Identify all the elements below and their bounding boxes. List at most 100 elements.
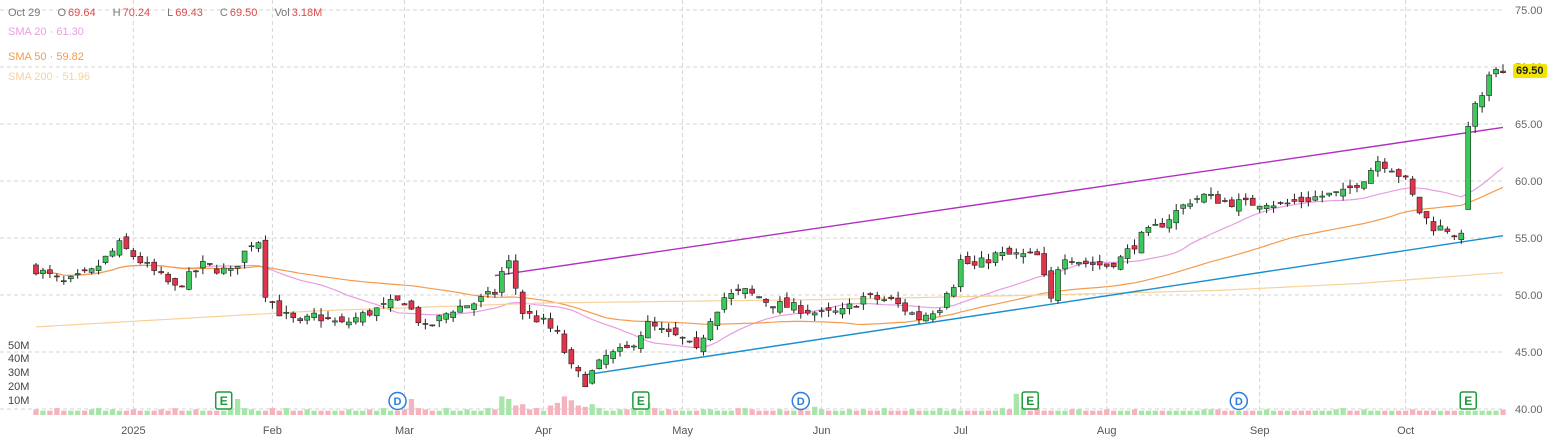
sma-200-legend[interactable]: SMA 200 · 51.96 — [8, 71, 90, 83]
candle-body — [1027, 251, 1034, 254]
candle-body — [137, 256, 144, 264]
volume-bar — [575, 405, 581, 415]
candle-body — [999, 251, 1006, 256]
candle-body — [971, 261, 978, 266]
volume-bar — [1041, 410, 1047, 415]
volume-bar — [805, 410, 811, 415]
candle-body — [116, 240, 123, 256]
volume-bar — [812, 406, 818, 415]
volume-bar — [825, 410, 832, 415]
time-axis: 2025 Feb Mar Apr May Jun Jul Aug Sep Oct — [121, 425, 1414, 437]
candle-body — [471, 303, 477, 310]
volume-bar — [88, 409, 95, 415]
volume-bar — [318, 410, 324, 415]
sma-20-value: 61.30 — [56, 26, 84, 38]
volume-bar — [1451, 410, 1457, 415]
volume-bar — [492, 409, 498, 415]
volume-bar — [1131, 409, 1138, 415]
volume-bar — [102, 410, 109, 415]
candle-body — [589, 370, 596, 384]
volume-bar — [172, 408, 178, 415]
candle-body — [387, 299, 394, 309]
volume-bar — [1396, 410, 1402, 415]
low-value: 69.43 — [175, 7, 203, 19]
volume-bar — [1472, 410, 1478, 415]
volume-bar — [457, 410, 463, 415]
volume-bar — [1194, 410, 1200, 415]
candle-body — [978, 257, 985, 268]
volume-axis-50m: 50M — [8, 340, 30, 352]
volume-bar — [1201, 409, 1207, 415]
candle-body — [213, 268, 220, 274]
volume-bar — [130, 409, 136, 415]
candle-body — [1437, 225, 1444, 231]
volume-bar — [1312, 410, 1318, 415]
volume-bar — [276, 410, 282, 415]
volume-bar — [360, 410, 366, 415]
candle-body — [1382, 161, 1388, 169]
volume-bar — [999, 408, 1006, 415]
volume-bar — [158, 409, 164, 415]
volume-bar — [1493, 410, 1499, 415]
candle-body — [457, 305, 463, 313]
candle-body — [1166, 219, 1173, 229]
volume-bar — [520, 404, 526, 415]
volume-bar — [965, 410, 971, 415]
volume-bar — [944, 410, 950, 415]
candlesticks[interactable] — [33, 64, 1506, 388]
candle-body — [881, 299, 888, 301]
volume-bar — [283, 408, 289, 415]
trendlines[interactable] — [494, 126, 1504, 376]
candle-body — [1256, 205, 1263, 210]
volume-bar — [686, 410, 693, 415]
candle-body — [1131, 245, 1138, 250]
volume-bar — [325, 410, 331, 415]
candle-body — [380, 303, 387, 305]
candle-body — [276, 300, 283, 317]
candle-body — [943, 293, 950, 308]
candle-body — [610, 351, 616, 359]
sma-200-value: 51.96 — [62, 71, 90, 83]
volume-bar — [1117, 410, 1124, 415]
earnings-marker-label: E — [1464, 394, 1472, 408]
candle-body — [1423, 211, 1430, 219]
candle-body — [394, 295, 401, 301]
volume-bar — [958, 410, 964, 415]
candle-body — [923, 314, 929, 322]
candle-body — [74, 273, 81, 275]
volume-bar — [1444, 410, 1451, 415]
trendline-upper — [494, 126, 1504, 277]
volume-bar — [1069, 409, 1075, 415]
candle-body — [1083, 260, 1089, 265]
volume-bar — [617, 409, 623, 415]
candle-body — [1347, 185, 1353, 189]
sma-200-sep: · — [55, 71, 60, 83]
candle-body — [825, 307, 832, 311]
volume-bar — [763, 410, 769, 415]
candle-body — [874, 295, 881, 300]
close-value: 69.50 — [229, 7, 258, 19]
sma-50-legend[interactable]: SMA 50 · 59.82 — [8, 51, 84, 63]
volume-bar — [540, 410, 547, 415]
price-tick-label: 65.00 — [1515, 119, 1543, 131]
candle-body — [1298, 196, 1305, 203]
candle-body — [227, 267, 234, 271]
volume-bar — [248, 409, 255, 415]
sma-200-label: SMA 200 — [8, 71, 53, 83]
volume-bar — [1340, 408, 1346, 415]
sma-20-legend[interactable]: SMA 20 · 61.30 — [8, 26, 84, 38]
event-markers[interactable]: E E E ED D D — [214, 391, 1477, 411]
volume-bar — [408, 399, 415, 415]
volume-axis-30m: 30M — [8, 367, 30, 379]
volume-bar — [415, 408, 422, 415]
candle-body — [443, 313, 450, 320]
volume-bar — [978, 410, 985, 415]
candle-body — [1041, 253, 1047, 276]
candle-body — [95, 265, 102, 271]
candle-body — [1138, 231, 1145, 254]
candle-body — [784, 297, 790, 308]
volume-bar — [1368, 410, 1374, 415]
candle-body — [512, 260, 519, 289]
volume-bar — [714, 410, 720, 415]
